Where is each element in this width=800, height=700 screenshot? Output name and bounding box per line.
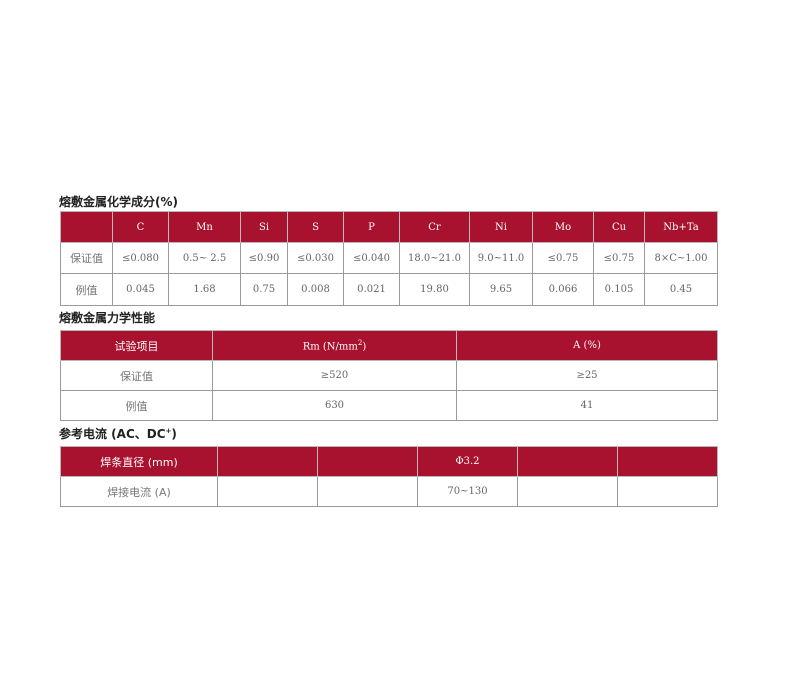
row-label: 例值 bbox=[60, 273, 113, 306]
current-header-row: 焊条直径 (mm) Φ3.2 bbox=[60, 446, 718, 477]
cell: ≤0.75 bbox=[532, 242, 594, 274]
current-title: 参考电流 (AC、DC+) bbox=[59, 425, 177, 442]
cell: ≥520 bbox=[212, 360, 457, 391]
header-cell: Nb+Ta bbox=[644, 211, 718, 243]
cell bbox=[517, 476, 618, 507]
row-label: 例值 bbox=[60, 390, 213, 421]
header-text: ) bbox=[362, 341, 367, 353]
header-cell: 焊条直径 (mm) bbox=[60, 446, 218, 477]
header-cell: P bbox=[343, 211, 400, 243]
cell: 0.021 bbox=[343, 273, 400, 306]
header-cell: Ni bbox=[469, 211, 533, 243]
cell: 9.65 bbox=[469, 273, 533, 306]
cell: 0.045 bbox=[112, 273, 169, 306]
header-cell bbox=[60, 211, 113, 243]
mechanical-title: 熔敷金属力学性能 bbox=[59, 311, 156, 325]
cell: 41 bbox=[456, 390, 718, 421]
cell: 8×C~1.00 bbox=[644, 242, 718, 274]
cell: 0.066 bbox=[532, 273, 594, 306]
chemical-title: 熔敷金属化学成分(%) bbox=[59, 195, 178, 209]
cell: 0.75 bbox=[240, 273, 288, 306]
cell: ≤0.90 bbox=[240, 242, 288, 274]
row-label: 保证值 bbox=[60, 360, 213, 391]
header-cell: Mn bbox=[168, 211, 241, 243]
header-cell: Rm (N/mm2) bbox=[212, 330, 457, 361]
header-cell bbox=[617, 446, 718, 477]
cell: 0.008 bbox=[287, 273, 344, 306]
cell: 0.45 bbox=[644, 273, 718, 306]
cell: 70~130 bbox=[417, 476, 518, 507]
current-table: 焊条直径 (mm) Φ3.2 焊接电流 (A) 70~130 bbox=[60, 446, 718, 507]
header-cell: Si bbox=[240, 211, 288, 243]
cell: 0.5~ 2.5 bbox=[168, 242, 241, 274]
cell: 630 bbox=[212, 390, 457, 421]
header-cell bbox=[217, 446, 318, 477]
cell: 19.80 bbox=[399, 273, 470, 306]
header-text: Rm (N/mm bbox=[302, 341, 358, 353]
mechanical-header-row: 试验项目 Rm (N/mm2) A (%) bbox=[60, 330, 718, 361]
header-cell: S bbox=[287, 211, 344, 243]
cell: ≤0.040 bbox=[343, 242, 400, 274]
header-cell bbox=[317, 446, 418, 477]
cell: 18.0~21.0 bbox=[399, 242, 470, 274]
cell: 9.0~11.0 bbox=[469, 242, 533, 274]
cell: 1.68 bbox=[168, 273, 241, 306]
header-cell: A (%) bbox=[456, 330, 718, 361]
superscript: 2 bbox=[357, 338, 363, 347]
header-cell: Φ3.2 bbox=[417, 446, 518, 477]
header-cell: Cu bbox=[593, 211, 645, 243]
chemical-header-row: C Mn Si S P Cr Ni Mo Cu Nb+Ta bbox=[60, 211, 718, 243]
cell: ≤0.080 bbox=[112, 242, 169, 274]
cell bbox=[217, 476, 318, 507]
header-cell: 试验项目 bbox=[60, 330, 213, 361]
row-label: 焊接电流 (A) bbox=[60, 476, 218, 507]
cell: ≥25 bbox=[456, 360, 718, 391]
title-text: ) bbox=[171, 427, 177, 441]
row-label: 保证值 bbox=[60, 242, 113, 274]
chemical-table: C Mn Si S P Cr Ni Mo Cu Nb+Ta 保证值 ≤0.080… bbox=[60, 211, 718, 306]
table-row: 例值 630 41 bbox=[60, 390, 718, 421]
superscript: + bbox=[165, 427, 172, 435]
header-cell: Mo bbox=[532, 211, 594, 243]
header-cell: Cr bbox=[399, 211, 470, 243]
table-row: 保证值 ≤0.080 0.5~ 2.5 ≤0.90 ≤0.030 ≤0.040 … bbox=[60, 242, 718, 274]
cell bbox=[317, 476, 418, 507]
cell bbox=[617, 476, 718, 507]
header-cell: C bbox=[112, 211, 169, 243]
table-row: 例值 0.045 1.68 0.75 0.008 0.021 19.80 9.6… bbox=[60, 273, 718, 306]
cell: 0.105 bbox=[593, 273, 645, 306]
cell: ≤0.030 bbox=[287, 242, 344, 274]
title-text: 参考电流 (AC、DC bbox=[59, 427, 166, 441]
table-row: 焊接电流 (A) 70~130 bbox=[60, 476, 718, 507]
header-cell bbox=[517, 446, 618, 477]
mechanical-table: 试验项目 Rm (N/mm2) A (%) 保证值 ≥520 ≥25 例值 63… bbox=[60, 330, 718, 421]
cell: ≤0.75 bbox=[593, 242, 645, 274]
table-row: 保证值 ≥520 ≥25 bbox=[60, 360, 718, 391]
